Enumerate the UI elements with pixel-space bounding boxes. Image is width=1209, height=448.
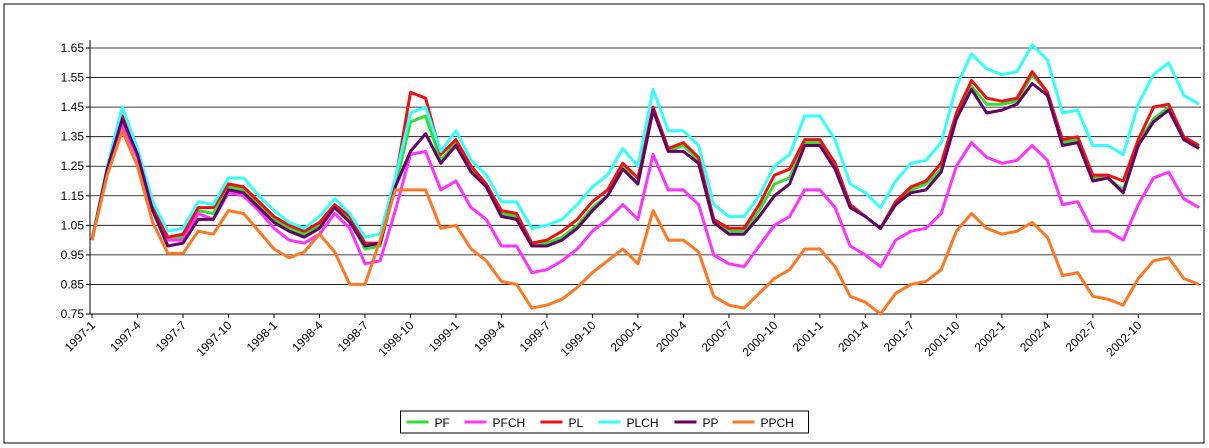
series-line: [90, 129, 1200, 316]
y-tick-label: 1.35: [61, 130, 85, 144]
y-tick-label: 0.95: [61, 248, 85, 262]
legend-label: PPCH: [761, 416, 794, 430]
legend-label: PL: [569, 416, 584, 430]
y-tick-label: 1.15: [61, 189, 85, 203]
y-tick-label: 1.05: [61, 218, 85, 232]
y-tick-label: 1.65: [61, 41, 85, 55]
legend-label: PLCH: [627, 416, 659, 430]
legend-label: PFCH: [493, 416, 526, 430]
series-line: [90, 123, 1200, 275]
y-tick-label: 0.75: [61, 307, 85, 321]
series-line: [90, 43, 1200, 241]
y-tick-label: 1.45: [61, 100, 85, 114]
y-tick-label: 0.85: [61, 277, 85, 291]
legend-label: PF: [435, 416, 450, 430]
series-line: [90, 82, 1200, 248]
legend-label: PP: [703, 416, 719, 430]
y-tick-label: 1.55: [61, 71, 85, 85]
y-tick-label: 1.25: [61, 159, 85, 173]
